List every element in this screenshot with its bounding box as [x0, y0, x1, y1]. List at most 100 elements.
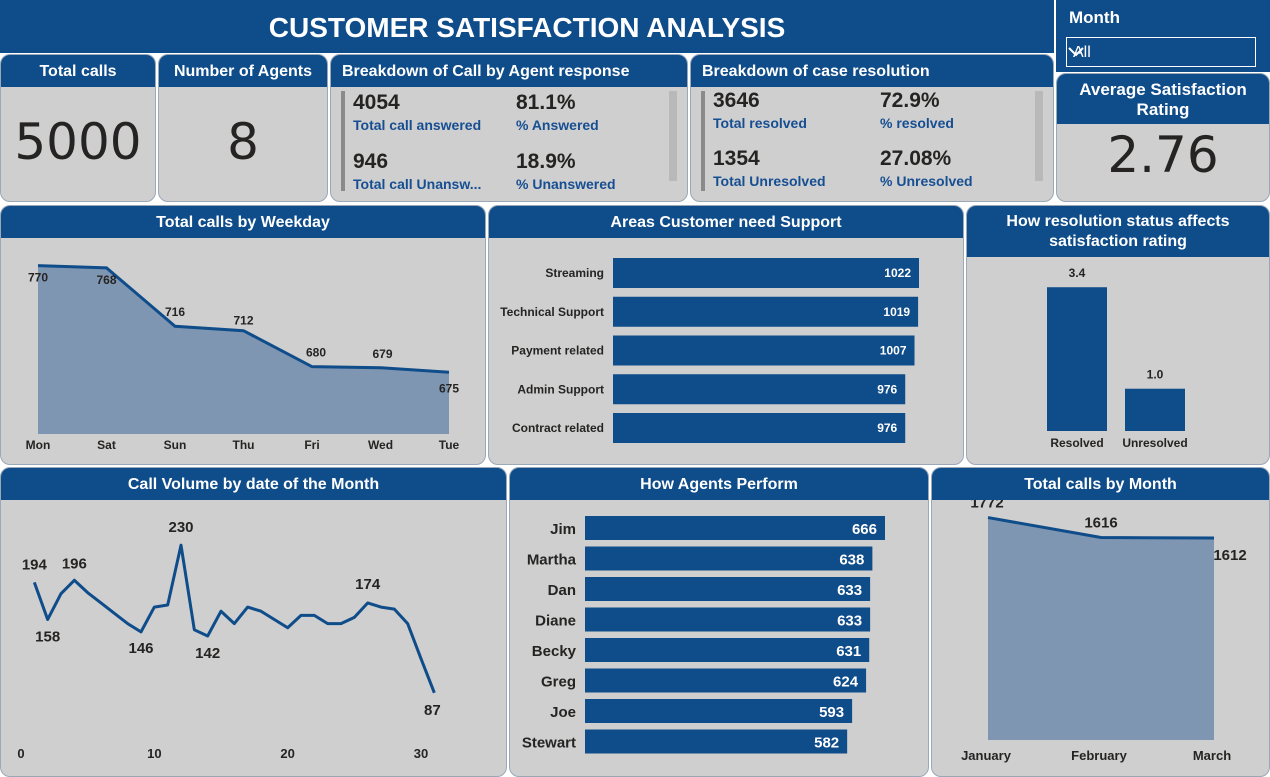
- unresolved-count: 1354: [713, 147, 760, 170]
- chart-title: Total calls by Weekday: [1, 206, 485, 238]
- category-label: Admin Support: [517, 382, 604, 396]
- chart-title: How resolution status affects satisfacti…: [967, 206, 1269, 257]
- resolved-count: 3646: [713, 89, 760, 112]
- bar: [585, 729, 848, 754]
- avg-rating-card: Average Satisfaction Rating 2.76: [1056, 73, 1270, 202]
- data-label: 675: [439, 381, 459, 395]
- resolution-bar-chart: 3.4 Resolved 1.0 Unresolved: [1047, 266, 1188, 450]
- bar-value-label: 638: [839, 552, 864, 569]
- agents-chart-card: How Agents Perform 666 Jim 638 Martha 633 Dan…: [509, 467, 929, 777]
- data-label: 1.0: [1147, 368, 1164, 382]
- bar-value-label: 1019: [883, 305, 910, 319]
- scrollbar[interactable]: [1035, 91, 1043, 181]
- x-tick-label: Sat: [97, 438, 116, 452]
- bar: [585, 638, 870, 662]
- bar: [585, 699, 853, 723]
- bar-value-label: 624: [833, 674, 859, 691]
- data-label: 3.4: [1069, 266, 1086, 280]
- unanswered-count: 946: [353, 150, 389, 173]
- x-tick-label: 10: [147, 746, 161, 761]
- monthly-area-chart: 1772 January 1616 February 1612 March: [961, 500, 1247, 763]
- bar: [585, 607, 871, 632]
- unanswered-pct: 18.9%: [516, 150, 576, 173]
- bar-value-label: 582: [814, 735, 839, 752]
- x-tick-label: 30: [414, 746, 428, 761]
- weekday-chart-card: Total calls by Weekday 770 Mon 768 Sat 716 Su…: [0, 205, 486, 465]
- x-tick-label: March: [1193, 748, 1231, 763]
- total-calls-value: 5000: [14, 113, 142, 171]
- data-label: 142: [195, 645, 220, 662]
- area-fill: [988, 517, 1214, 740]
- bar-value-label: 633: [837, 613, 862, 630]
- bar-value-label: 976: [877, 421, 897, 435]
- chart-title: How Agents Perform: [510, 468, 928, 500]
- areas-chart-card: Areas Customer need Support 1022 Streamin…: [488, 205, 964, 465]
- series-line: [987, 516, 1215, 540]
- data-label: 712: [233, 314, 253, 328]
- data-label: 87: [424, 702, 441, 719]
- areas-bar-chart: 1022 Streaming 1019 Technical Support 1007 Pa…: [500, 258, 919, 443]
- case-resolution-card: Breakdown of case resolution 3646 Total …: [690, 54, 1054, 202]
- bar: [1125, 388, 1185, 431]
- category-label: Martha: [527, 552, 577, 569]
- category-label: Stewart: [522, 735, 576, 752]
- x-tick-label: Tue: [439, 438, 460, 452]
- card-title: Average Satisfaction Rating: [1057, 74, 1269, 124]
- card-title: Number of Agents: [159, 55, 327, 87]
- resolved-pct: 72.9%: [880, 89, 940, 112]
- data-label: 194: [22, 556, 48, 573]
- data-label: 716: [165, 305, 185, 319]
- daily-chart-card: Call Volume by date of the Month 194 158 1…: [0, 467, 507, 777]
- category-label: Diane: [535, 613, 576, 630]
- bar: [1047, 287, 1107, 431]
- bar-value-label: 593: [819, 704, 844, 721]
- bar-value-label: 633: [837, 582, 862, 599]
- x-tick-label: 20: [280, 746, 294, 761]
- accent-divider: [701, 91, 705, 191]
- month-dropdown[interactable]: All: [1066, 37, 1256, 67]
- category-label: Contract related: [512, 421, 604, 435]
- data-label: 1772: [970, 500, 1003, 512]
- series-line: [37, 264, 450, 374]
- scrollbar[interactable]: [669, 91, 677, 181]
- unresolved-pct: 27.08%: [880, 147, 952, 170]
- bar-value-label: 1022: [884, 266, 911, 280]
- agents-card: Number of Agents 8: [158, 54, 328, 202]
- total-calls-card: Total calls 5000: [0, 54, 156, 202]
- bar: [585, 546, 873, 571]
- bar-value-label: 666: [852, 521, 877, 538]
- x-tick-label: Resolved: [1050, 436, 1103, 450]
- bar: [613, 374, 906, 405]
- accent-divider: [341, 91, 345, 191]
- bar-value-label: 976: [877, 382, 897, 396]
- bar: [613, 258, 919, 288]
- chart-title: Areas Customer need Support: [489, 206, 963, 238]
- dropdown-value: All: [1073, 44, 1091, 61]
- agents-bar-chart: 666 Jim 638 Martha 633 Dan 633 Diane 631 Becky 624…: [522, 516, 885, 754]
- avg-rating-value: 2.76: [1107, 126, 1219, 184]
- data-label: 768: [96, 273, 116, 287]
- x-tick-label: Fri: [304, 438, 319, 452]
- slicer-label: Month: [1069, 8, 1120, 27]
- bar: [613, 413, 906, 443]
- bar-value-label: 631: [836, 643, 861, 660]
- monthly-chart-card: Total calls by Month 1772 January 1616 Febr…: [931, 467, 1270, 777]
- x-tick-label: Unresolved: [1122, 436, 1187, 450]
- card-title: Total calls: [1, 55, 155, 87]
- category-label: Becky: [532, 643, 577, 660]
- answered-label: Total call answered: [353, 117, 482, 133]
- category-label: Payment related: [511, 344, 604, 358]
- bar: [613, 335, 915, 366]
- category-label: Joe: [550, 704, 576, 721]
- data-label: 770: [28, 271, 48, 285]
- unresolved-label: Total Unresolved: [713, 173, 826, 189]
- data-label: 1612: [1213, 547, 1246, 564]
- answered-pct: 81.1%: [516, 91, 576, 114]
- month-slicer: Month All: [1056, 0, 1270, 72]
- category-label: Jim: [550, 521, 576, 538]
- unresolved-pct-label: % Unresolved: [880, 173, 973, 189]
- x-tick-label: Sun: [164, 438, 187, 452]
- resolution-chart-card: How resolution status affects satisfacti…: [966, 205, 1270, 465]
- category-label: Technical Support: [500, 305, 604, 319]
- resolved-pct-label: % resolved: [880, 115, 954, 131]
